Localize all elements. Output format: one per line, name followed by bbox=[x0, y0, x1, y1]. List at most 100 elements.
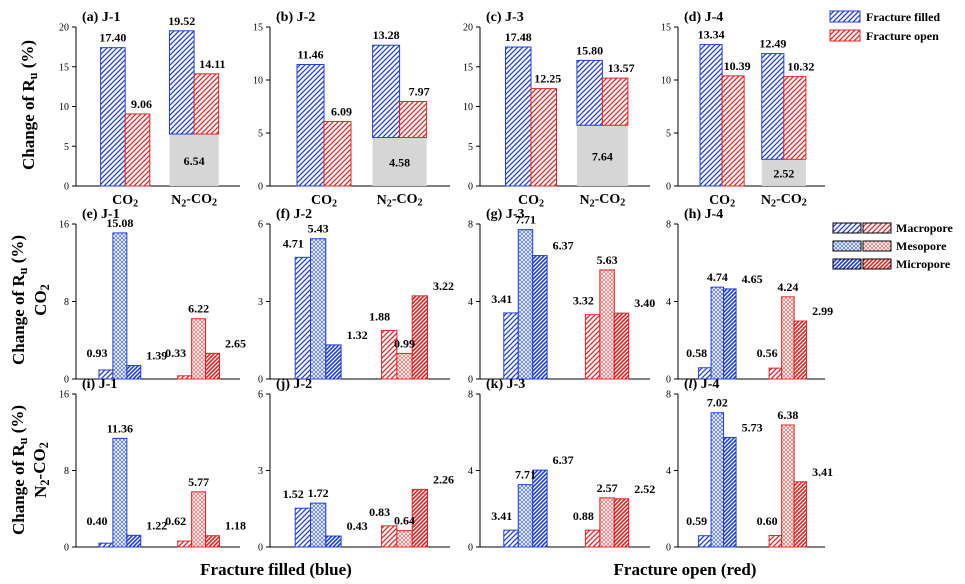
bar-open-micropore-k bbox=[613, 498, 630, 548]
bar-filled-micropore-g bbox=[532, 255, 548, 380]
category-label-d: N2-CO2 bbox=[761, 192, 807, 210]
y-tick-label-a: 20 bbox=[59, 23, 69, 34]
category-label-a: N2-CO2 bbox=[171, 192, 217, 210]
data-label-filled-a: 17.40 bbox=[99, 31, 126, 45]
data-label-filled-meso-i: 11.36 bbox=[107, 421, 133, 435]
bar-filled-micropore-e bbox=[126, 365, 142, 380]
bar-filled-a bbox=[168, 30, 195, 135]
panel-h: 0 4 8 (h) J-4 0.58 4.74 4.65 0.56 4.24 2.99 bbox=[666, 207, 833, 386]
y-tick-label-j: 0 bbox=[258, 543, 263, 554]
y-tick-label-b: 10 bbox=[253, 76, 263, 87]
y-tick-label-c: 20 bbox=[463, 23, 473, 34]
panel-k: 0 4 8 (k) J-3 3.41 7.71 6.37 0.882.57 2.52 bbox=[468, 377, 655, 554]
panel-title-l: (l) J-4 bbox=[684, 377, 719, 392]
bar-open-c bbox=[601, 77, 629, 126]
panel-f: 0 3 6 (f) J-2 4.71 5.43 1.321.88 0.99 3.22 bbox=[258, 207, 454, 386]
bar-gray-d bbox=[761, 159, 806, 186]
data-label-open-d: 10.32 bbox=[787, 60, 814, 74]
data-label-open-c: 13.57 bbox=[608, 61, 635, 75]
category-label-c: N2-CO2 bbox=[579, 192, 625, 210]
bar-filled-micropore-j bbox=[325, 535, 342, 548]
bar-gray-b bbox=[372, 137, 427, 186]
bottom-label-open: Fracture open (red) bbox=[614, 560, 757, 579]
bar-open-b bbox=[323, 120, 352, 187]
legend-pores: Macropore Mesopore Micropore bbox=[832, 221, 954, 271]
y-tick-label-h: 4 bbox=[666, 297, 671, 308]
y-tick-label-a: 0 bbox=[64, 182, 69, 193]
bar-filled-macropore-g bbox=[503, 312, 519, 380]
bar-open-mesopore-j bbox=[396, 530, 413, 548]
y-tick-label-a: 5 bbox=[64, 142, 69, 153]
bar-open-micropore-h bbox=[793, 320, 808, 380]
bar-open-macropore-h bbox=[768, 367, 783, 380]
data-label-open-macro-i: 0.62 bbox=[165, 514, 186, 528]
bar-open-a bbox=[193, 73, 220, 135]
data-label-filled-micro-f: 1.32 bbox=[347, 328, 368, 342]
bar-filled-mesopore-k bbox=[517, 484, 534, 548]
y-tick-label-e: 16 bbox=[59, 220, 69, 231]
panel-l: 0 4 8 (l) J-4 0.59 7.02 5.73 0.60 6.38 3.41 bbox=[666, 377, 833, 554]
svg-text:Change of Ru (%): Change of Ru (%) bbox=[18, 40, 40, 170]
bar-open-macropore-k bbox=[584, 529, 601, 548]
y-tick-label-i: 0 bbox=[64, 543, 69, 554]
data-label-filled-b: 11.46 bbox=[297, 48, 323, 62]
y-tick-label-a: 10 bbox=[59, 102, 69, 113]
data-label-open-b: 6.09 bbox=[331, 104, 352, 118]
panel-title-k: (k) J-3 bbox=[486, 377, 525, 392]
data-label-filled-micro-h: 4.65 bbox=[742, 272, 763, 286]
panel-i: 0 8 16 (i) J-1 0.40 11.36 1.220.62 5.77 1.18 bbox=[59, 377, 246, 554]
panel-b: 0 5 10 15 (b) J-2 11.46 6.09 CO2 13.28 7.97 N2-CO2… bbox=[253, 10, 450, 210]
data-label-open-a: 14.11 bbox=[199, 57, 225, 71]
y-tick-label-f: 0 bbox=[258, 375, 263, 386]
data-label-filled-c: 15.80 bbox=[576, 43, 603, 57]
y-tick-label-k: 4 bbox=[468, 466, 473, 477]
bar-filled-mesopore-f bbox=[310, 238, 327, 380]
bar-filled-macropore-i bbox=[98, 542, 114, 548]
bar-filled-micropore-k bbox=[532, 469, 548, 548]
legend-macropore: Macropore bbox=[896, 221, 954, 235]
data-label-open-macro-l: 0.60 bbox=[757, 514, 778, 528]
panel-g: 0 4 8 (g) J-3 3.41 7.71 6.37 3.32 5.63 3.40 bbox=[468, 207, 655, 386]
data-label-filled-micro-l: 5.73 bbox=[742, 420, 763, 434]
bar-filled-b bbox=[296, 64, 325, 187]
data-label-gray-a: 6.54 bbox=[184, 154, 205, 168]
bar-gray-c bbox=[576, 125, 628, 186]
panel-title-b: (b) J-2 bbox=[276, 10, 315, 25]
bar-filled-macropore-k bbox=[503, 529, 519, 548]
bar-open-macropore-e bbox=[177, 375, 193, 380]
data-label-filled-macro-f: 4.71 bbox=[283, 236, 304, 250]
bar-open-micropore-g bbox=[613, 312, 630, 380]
panel-title-g: (g) J-3 bbox=[486, 207, 525, 222]
y-tick-label-f: 6 bbox=[258, 220, 263, 231]
y-tick-label-e: 8 bbox=[64, 297, 69, 308]
y-tick-label-h: 8 bbox=[666, 220, 671, 231]
y-tick-label-c: 0 bbox=[468, 182, 473, 193]
data-label-open-micro-h: 2.99 bbox=[812, 304, 833, 318]
data-label-filled-macro-h: 0.58 bbox=[686, 346, 707, 360]
bar-open-b bbox=[399, 101, 428, 138]
bar-open-mesopore-f bbox=[396, 352, 413, 380]
bar-open-mesopore-i bbox=[191, 491, 207, 548]
data-label-open-micro-i: 1.18 bbox=[225, 519, 246, 533]
panel-a: 0 5 10 15 20 (a) J-1 17.40 9.06 CO2 19.52 14.11 N2-… bbox=[59, 10, 240, 210]
bar-open-micropore-i bbox=[205, 535, 220, 548]
category-label-d: CO2 bbox=[709, 193, 735, 210]
legend-micropore: Micropore bbox=[896, 257, 951, 271]
bar-filled-c bbox=[576, 59, 603, 126]
panel-title-a: (a) J-1 bbox=[82, 10, 121, 25]
data-label-open-micro-k: 2.52 bbox=[634, 482, 655, 496]
panels: 0 5 10 15 20 (a) J-1 17.40 9.06 CO2 19.52 14.11 N2-… bbox=[59, 10, 833, 554]
y-tick-label-l: 8 bbox=[666, 390, 671, 401]
bar-filled-micropore-l bbox=[723, 436, 737, 548]
svg-text:Change of Ru (%): Change of Ru (%) bbox=[8, 405, 30, 535]
bar-open-macropore-g bbox=[584, 314, 601, 380]
y-tick-label-j: 6 bbox=[258, 390, 263, 401]
data-label-filled-micro-e: 1.39 bbox=[146, 349, 167, 363]
data-label-filled-meso-k: 7.71 bbox=[515, 468, 536, 482]
data-label-open-a: 9.06 bbox=[131, 97, 152, 111]
y-axis-title-mid: Change of Ru (%) CO2 bbox=[8, 235, 52, 365]
data-label-open-c: 12.25 bbox=[534, 72, 561, 86]
bar-filled-mesopore-h bbox=[710, 286, 725, 380]
data-label-filled-a: 19.52 bbox=[168, 14, 195, 28]
category-label-c: CO2 bbox=[518, 193, 544, 210]
